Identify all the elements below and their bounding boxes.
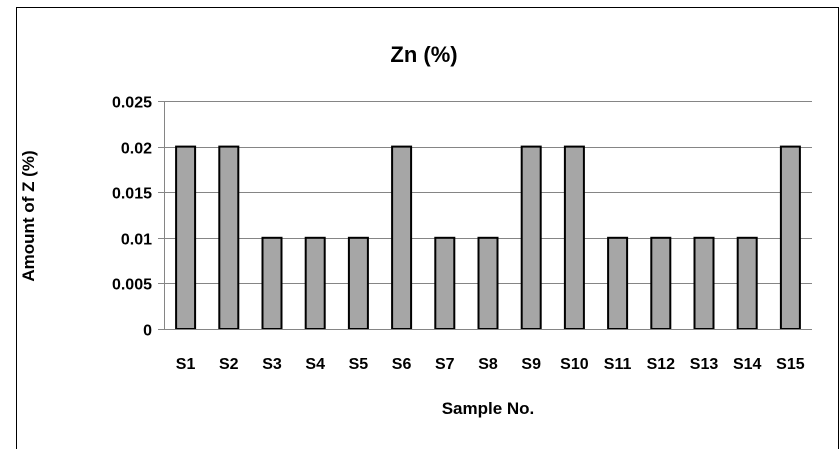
x-tick-label: S14 (733, 356, 762, 373)
x-tick-label: S8 (478, 356, 498, 373)
y-tick-label: 0.01 (121, 232, 152, 249)
x-tick-label: S4 (305, 356, 325, 373)
y-tick-label: 0.015 (112, 186, 152, 203)
x-tick-label: S5 (349, 356, 369, 373)
bar (175, 145, 197, 330)
bar (607, 236, 629, 330)
x-tick-label: S11 (604, 356, 632, 373)
x-tick-label: S10 (560, 356, 589, 373)
y-tick-label: 0.02 (121, 141, 152, 158)
x-tick-label: S15 (776, 356, 805, 373)
bar (477, 236, 499, 330)
bar (563, 145, 585, 330)
bar (261, 236, 283, 330)
bar (304, 236, 326, 330)
y-tick-label: 0 (143, 323, 152, 340)
x-tick-label: S7 (435, 356, 455, 373)
bar (347, 236, 369, 330)
bar (779, 145, 801, 330)
x-tick-labels: S1 S2 S3 S4 S5 S6 S7 S8 S9 S10 S11 S12 S13 S14 S15 (176, 356, 805, 373)
x-tick-label: S2 (219, 356, 239, 373)
bar (218, 145, 240, 330)
bar (434, 236, 456, 330)
y-tick-label: 0.025 (112, 95, 152, 112)
x-tick-label: S12 (647, 356, 676, 373)
bar (736, 236, 758, 330)
bar (693, 236, 715, 330)
bar (520, 145, 542, 330)
x-tick-label: S3 (262, 356, 282, 373)
x-tick-label: S1 (176, 356, 196, 373)
x-tick-label: S9 (521, 356, 541, 373)
y-axis-title: Amount of Z (%) (19, 150, 38, 281)
bars (175, 145, 801, 330)
chart-title: Zn (%) (390, 42, 457, 67)
bar (650, 236, 672, 330)
x-tick-label: S13 (690, 356, 719, 373)
bar (391, 145, 413, 330)
y-tick-labels: 0 0.005 0.01 0.015 0.02 0.025 (112, 95, 152, 340)
chart-border (16, 7, 839, 449)
y-tick-label: 0.005 (112, 277, 152, 294)
x-axis-title: Sample No. (442, 399, 535, 418)
x-tick-label: S6 (392, 356, 412, 373)
axes (164, 101, 812, 330)
